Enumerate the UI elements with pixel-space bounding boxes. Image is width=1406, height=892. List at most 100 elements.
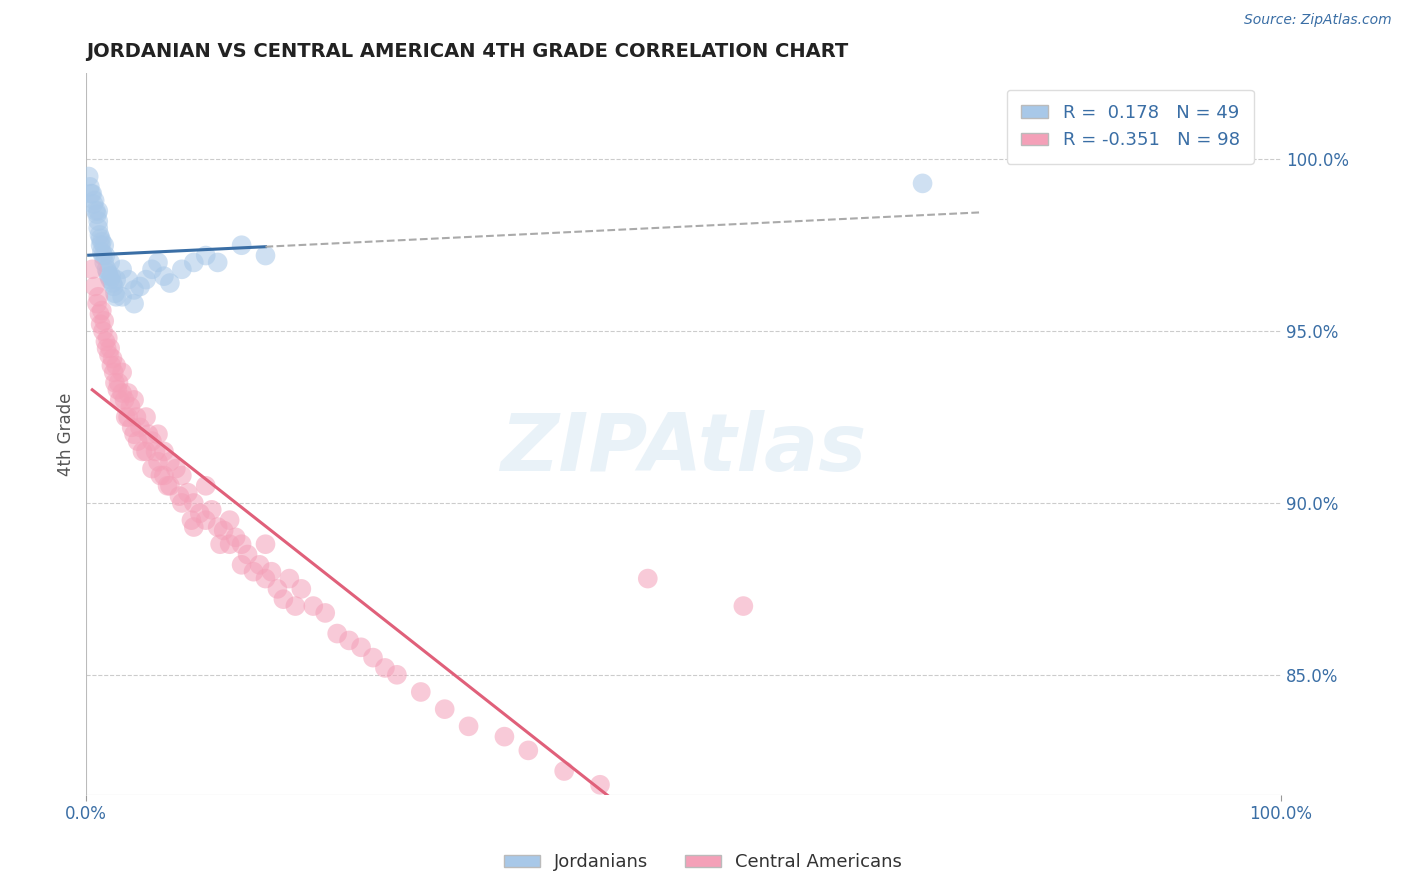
Point — [457, 719, 479, 733]
Point — [337, 633, 360, 648]
Point — [103, 365, 125, 379]
Point — [153, 269, 176, 284]
Point — [156, 479, 179, 493]
Point — [361, 650, 384, 665]
Point — [122, 296, 145, 310]
Point — [82, 186, 104, 201]
Point — [194, 513, 217, 527]
Point — [385, 667, 408, 681]
Point — [105, 383, 128, 397]
Point — [409, 685, 432, 699]
Point — [107, 376, 129, 390]
Point — [104, 376, 127, 390]
Legend: Jordanians, Central Americans: Jordanians, Central Americans — [496, 847, 910, 879]
Point — [314, 606, 336, 620]
Point — [201, 503, 224, 517]
Point — [159, 276, 181, 290]
Point — [231, 238, 253, 252]
Point — [146, 455, 169, 469]
Point — [97, 331, 120, 345]
Point — [637, 572, 659, 586]
Point — [231, 558, 253, 572]
Point — [374, 661, 396, 675]
Point — [82, 197, 104, 211]
Point — [278, 572, 301, 586]
Point — [83, 194, 105, 208]
Legend: R =  0.178   N = 49, R = -0.351   N = 98: R = 0.178 N = 49, R = -0.351 N = 98 — [1007, 90, 1254, 163]
Point — [87, 214, 110, 228]
Point — [194, 479, 217, 493]
Point — [121, 420, 143, 434]
Point — [91, 324, 114, 338]
Point — [91, 248, 114, 262]
Point — [433, 702, 456, 716]
Point — [553, 764, 575, 778]
Point — [141, 262, 163, 277]
Point — [86, 207, 108, 221]
Point — [141, 461, 163, 475]
Point — [105, 272, 128, 286]
Point — [114, 392, 136, 407]
Point — [284, 599, 307, 613]
Point — [101, 276, 124, 290]
Point — [188, 506, 211, 520]
Point — [212, 524, 235, 538]
Point — [254, 572, 277, 586]
Point — [207, 520, 229, 534]
Point — [209, 537, 232, 551]
Point — [170, 262, 193, 277]
Point — [159, 479, 181, 493]
Point — [260, 565, 283, 579]
Point — [146, 427, 169, 442]
Point — [86, 296, 108, 310]
Point — [98, 255, 121, 269]
Point — [97, 266, 120, 280]
Text: ZIPAtlas: ZIPAtlas — [501, 409, 866, 488]
Point — [231, 537, 253, 551]
Point — [494, 730, 516, 744]
Point — [733, 599, 755, 613]
Point — [194, 248, 217, 262]
Point — [125, 410, 148, 425]
Point — [100, 269, 122, 284]
Point — [236, 548, 259, 562]
Point — [98, 269, 121, 284]
Point — [326, 626, 349, 640]
Point — [218, 537, 240, 551]
Point — [120, 400, 142, 414]
Point — [117, 410, 139, 425]
Point — [98, 342, 121, 356]
Point — [90, 231, 112, 245]
Point — [254, 537, 277, 551]
Point — [82, 262, 104, 277]
Point — [90, 303, 112, 318]
Point — [101, 351, 124, 366]
Point — [180, 513, 202, 527]
Point — [90, 235, 112, 249]
Point — [146, 255, 169, 269]
Point — [589, 778, 612, 792]
Point — [350, 640, 373, 655]
Point — [131, 444, 153, 458]
Point — [122, 283, 145, 297]
Point — [138, 427, 160, 442]
Point — [80, 186, 103, 201]
Point — [249, 558, 271, 572]
Point — [242, 565, 264, 579]
Point — [165, 461, 187, 475]
Point — [183, 496, 205, 510]
Point — [225, 530, 247, 544]
Text: JORDANIAN VS CENTRAL AMERICAN 4TH GRADE CORRELATION CHART: JORDANIAN VS CENTRAL AMERICAN 4TH GRADE … — [86, 42, 849, 61]
Point — [87, 221, 110, 235]
Point — [254, 248, 277, 262]
Point — [111, 386, 134, 401]
Point — [183, 520, 205, 534]
Point — [87, 290, 110, 304]
Point — [207, 255, 229, 269]
Point — [98, 272, 121, 286]
Point — [114, 410, 136, 425]
Point — [96, 262, 118, 277]
Point — [96, 342, 118, 356]
Point — [103, 279, 125, 293]
Point — [170, 496, 193, 510]
